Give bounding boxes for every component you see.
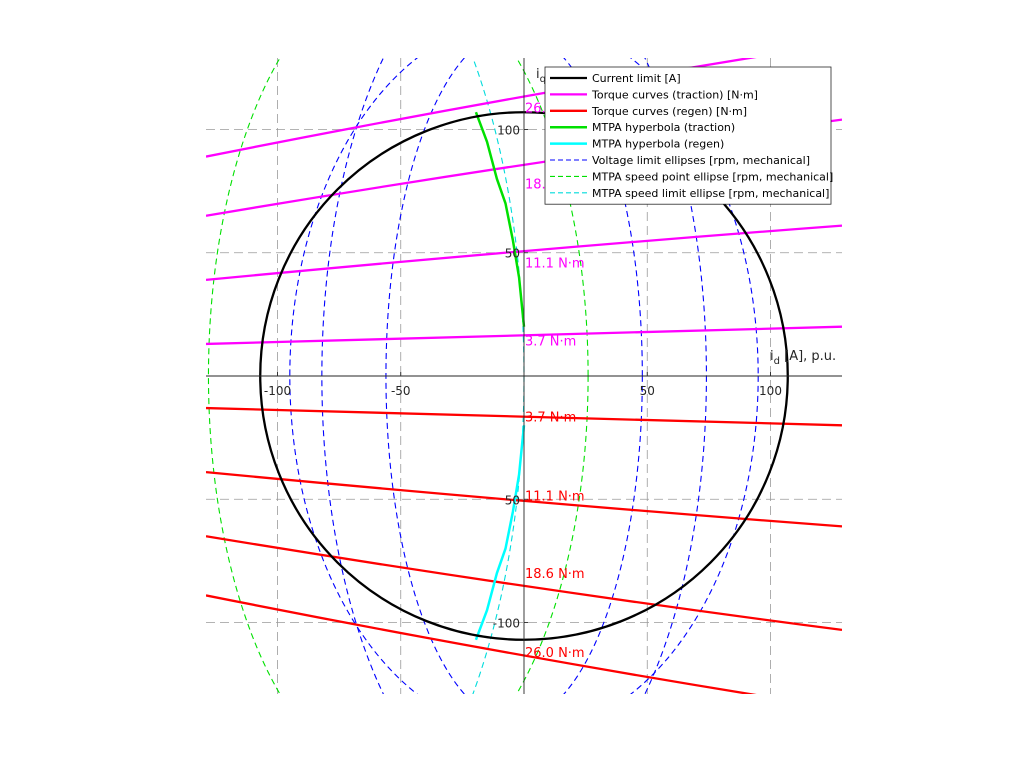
legend-entry: Current limit [A] bbox=[592, 72, 681, 85]
legend-entry: MTPA speed point ellipse [rpm, mechanica… bbox=[592, 170, 833, 183]
y-tick-label: 100 bbox=[497, 123, 520, 137]
mtpa-hyperbola-traction bbox=[474, 111, 526, 327]
legend-entry: MTPA hyperbola (traction) bbox=[592, 121, 735, 134]
legend-entry: MTPA hyperbola (regen) bbox=[592, 138, 724, 151]
torque-label-regen: 18.6 N·m bbox=[525, 567, 585, 582]
y-tick-label: 50 bbox=[505, 247, 520, 261]
x-tick-label: -100 bbox=[264, 384, 291, 398]
legend-box bbox=[544, 66, 832, 205]
x-axis-label: id [A], p.u. bbox=[770, 349, 836, 367]
torque-label-regen: 11.1 N·m bbox=[525, 490, 585, 505]
legend-entry: Torque curves (regen) [N·m] bbox=[591, 105, 747, 118]
mtpa-hyperbola-regen bbox=[474, 425, 526, 641]
legend-entry: Torque curves (traction) [N·m] bbox=[591, 88, 758, 101]
mtpa-speed-limit-ellipse bbox=[472, 58, 525, 694]
x-tick-label: 50 bbox=[640, 384, 655, 398]
legend-entry: Voltage limit ellipses [rpm, mechanical] bbox=[592, 154, 810, 167]
legend: Current limit [A] Torque curves (traction… bbox=[544, 66, 833, 205]
y-tick-label: 50 bbox=[505, 493, 520, 507]
torque-label-traction: 3.7 N·m bbox=[525, 334, 576, 349]
torque-label-regen: 26.0 N·m bbox=[525, 646, 585, 661]
y-tick-label: -100 bbox=[493, 617, 520, 631]
x-tick-label: 100 bbox=[759, 384, 782, 398]
axes bbox=[206, 58, 842, 694]
torque-label-regen: 3.7 N·m bbox=[525, 411, 576, 426]
torque-label-traction: 11.1 N·m bbox=[525, 257, 585, 272]
legend-entry: MTPA speed limit ellipse [rpm, mechanica… bbox=[592, 187, 829, 200]
x-tick-label: -50 bbox=[391, 384, 411, 398]
